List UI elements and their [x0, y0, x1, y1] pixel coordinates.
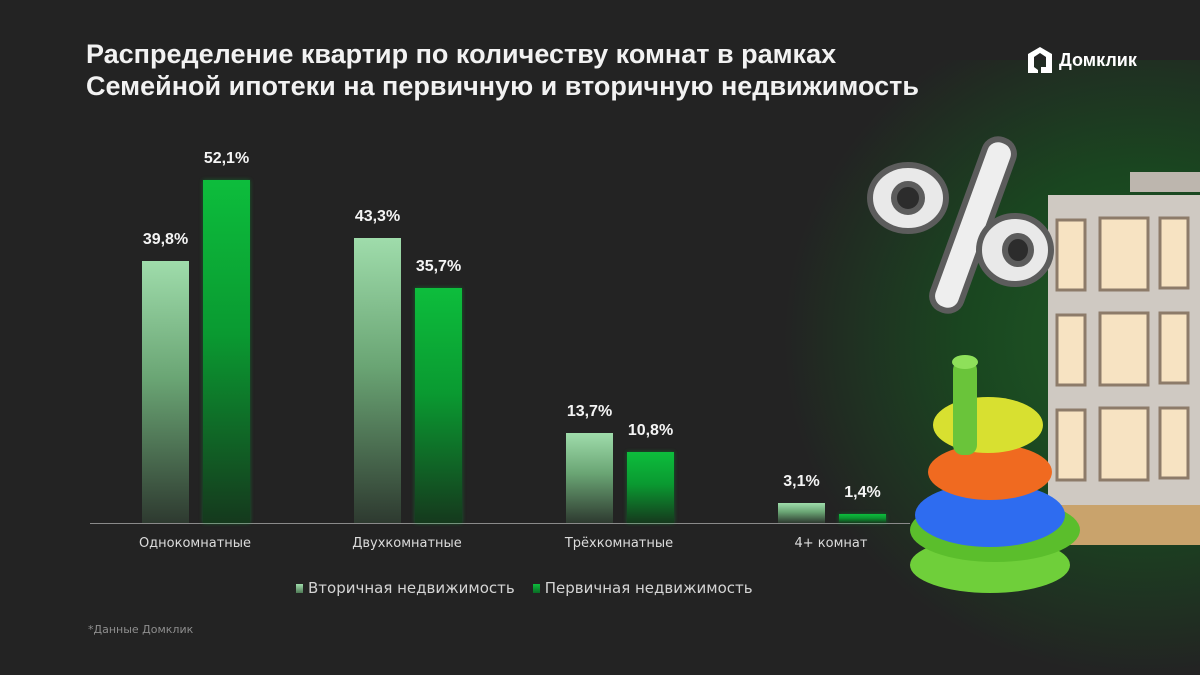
legend-label-primary: Первичная недвижимость [544, 579, 753, 597]
category-label: Двухкомнатные [352, 536, 462, 551]
bar-secondary-3 [566, 432, 613, 523]
value-label: 10,8% [627, 421, 674, 439]
bar-primary-3 [627, 451, 674, 523]
value-label: 43,3% [354, 208, 401, 226]
value-label: 35,7% [415, 258, 462, 276]
value-label: 52,1% [203, 150, 250, 168]
title-line-1: Распределение квартир по количеству комн… [86, 39, 837, 69]
legend-item-primary: Первичная недвижимость [532, 579, 753, 597]
x-axis-line [90, 523, 910, 524]
bar-secondary-1 [142, 261, 189, 523]
house-logo-icon [1028, 47, 1052, 73]
category-label: Трёхкомнатные [564, 536, 674, 551]
decorative-illustration [867, 136, 1200, 593]
chart-title: Распределение квартир по количеству комн… [86, 38, 986, 102]
value-label: 39,8% [142, 231, 189, 249]
legend-swatch-primary [532, 583, 540, 593]
brand-name: Домклик [1059, 49, 1137, 70]
bar-primary-4 [839, 513, 886, 523]
bar-primary-1 [203, 180, 250, 523]
bar-primary-2 [415, 288, 462, 523]
bar-secondary-4 [778, 502, 825, 523]
legend: Вторичная недвижимость Первичная недвижи… [296, 579, 753, 597]
pyramid-toy-icon [910, 355, 1080, 593]
legend-swatch-secondary [296, 583, 303, 593]
percent-icon [867, 136, 1054, 314]
category-label: 4+ комнат [794, 536, 868, 551]
bar-secondary-2 [354, 238, 401, 523]
source-footnote: *Данные Домклик [88, 623, 194, 636]
domclick-logo: Домклик [1027, 46, 1137, 74]
legend-label-secondary: Вторичная недвижимость [308, 579, 515, 597]
value-label: 13,7% [566, 402, 613, 420]
building-icon [1040, 172, 1200, 545]
value-label: 1,4% [844, 483, 881, 501]
category-label: Однокомнатные [138, 536, 252, 551]
legend-item-secondary: Вторичная недвижимость [296, 579, 515, 597]
title-line-2: Семейной ипотеки на первичную и вторичну… [86, 71, 919, 101]
value-label: 3,1% [783, 472, 820, 490]
